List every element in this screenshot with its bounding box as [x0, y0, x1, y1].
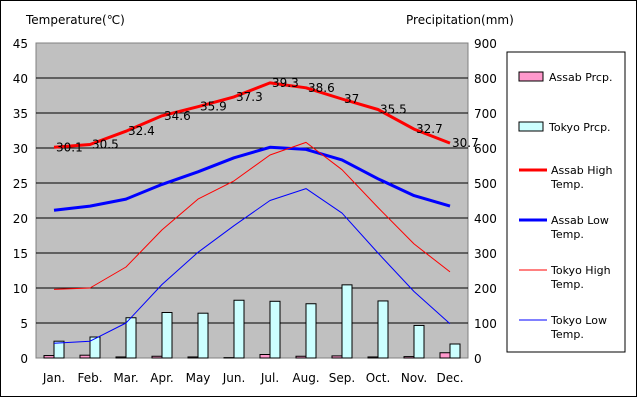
precipitation-bar [306, 304, 316, 358]
legend-label: Temp. [550, 228, 584, 241]
left-tick-label: 25 [13, 177, 28, 191]
left-tick-label: 15 [13, 247, 28, 261]
right-tick-label: 900 [474, 37, 497, 51]
left-tick-label: 5 [20, 317, 28, 331]
precipitation-bar [414, 325, 424, 358]
legend-swatch [519, 72, 543, 81]
data-label: 35.5 [380, 103, 407, 117]
data-label: 38.6 [308, 81, 335, 95]
legend-box [507, 52, 625, 352]
legend-label: Tokyo High [550, 264, 611, 277]
precipitation-bar [342, 285, 352, 358]
category-label: Aug. [292, 371, 319, 385]
precipitation-bar [260, 355, 270, 359]
category-label: Oct. [366, 371, 391, 385]
left-tick-label: 30 [13, 142, 28, 156]
precipitation-bar [368, 357, 378, 358]
left-tick-label: 20 [13, 212, 28, 226]
category-label: Feb. [77, 371, 102, 385]
right-tick-label: 300 [474, 247, 497, 261]
legend-label: Temp. [550, 278, 584, 291]
category-label: Dec. [436, 371, 463, 385]
right-tick-label: 100 [474, 317, 497, 331]
right-tick-label: 0 [474, 352, 482, 366]
precipitation-bar [270, 301, 280, 358]
category-label: Nov. [401, 371, 427, 385]
precipitation-bar [440, 353, 450, 358]
precipitation-bar [116, 357, 126, 358]
left-tick-label: 40 [13, 72, 28, 86]
precipitation-bar [126, 318, 136, 358]
left-tick-label: 45 [13, 37, 28, 51]
data-label: 30.1 [56, 140, 83, 154]
left-tick-label: 10 [13, 282, 28, 296]
precipitation-bar [404, 357, 414, 358]
legend-swatch [519, 122, 543, 131]
right-tick-label: 800 [474, 72, 497, 86]
legend-label: Tokyo Low [550, 314, 607, 327]
precipitation-bar [198, 313, 208, 358]
data-label: 35.9 [200, 100, 227, 114]
right-tick-label: 600 [474, 142, 497, 156]
left-tick-label: 0 [20, 352, 28, 366]
legend-label: Assab Prcp. [549, 71, 612, 84]
category-label: Sep. [329, 371, 355, 385]
legend-label: Temp. [550, 178, 584, 191]
right-axis-title: Precipitation(mm) [406, 13, 514, 27]
data-label: 30.5 [92, 138, 119, 152]
precipitation-bar [44, 356, 54, 358]
data-label: 37.3 [236, 90, 263, 104]
precipitation-bar [450, 344, 460, 358]
left-tick-label: 35 [13, 107, 28, 121]
data-label: 39.3 [272, 76, 299, 90]
legend-label: Temp. [550, 328, 584, 341]
precipitation-bar [152, 356, 162, 358]
precipitation-bar [296, 356, 306, 358]
precipitation-bar [188, 357, 198, 358]
precipitation-bar [162, 313, 172, 359]
precipitation-bar [332, 356, 342, 358]
data-label: 32.7 [416, 122, 443, 136]
legend-label: Assab Low [551, 214, 609, 227]
right-tick-label: 500 [474, 177, 497, 191]
data-label: 37 [344, 92, 359, 106]
category-label: Jun. [222, 371, 246, 385]
category-label: May [186, 371, 211, 385]
precipitation-bar [378, 301, 388, 358]
category-label: Jul. [260, 371, 279, 385]
category-label: Mar. [113, 371, 138, 385]
precipitation-bar [80, 355, 90, 358]
legend-label: Assab High [551, 164, 613, 177]
legend-label: Tokyo Prcp. [548, 121, 611, 134]
data-label: 34.6 [164, 109, 191, 123]
data-label: 32.4 [128, 124, 155, 138]
category-label: Apr. [150, 371, 173, 385]
right-tick-label: 400 [474, 212, 497, 226]
right-tick-label: 700 [474, 107, 497, 121]
precipitation-bar [54, 341, 64, 358]
precipitation-bar [234, 300, 244, 358]
category-label: Jan. [42, 371, 65, 385]
left-axis-title: Temperature(℃) [25, 13, 125, 27]
right-tick-label: 200 [474, 282, 497, 296]
